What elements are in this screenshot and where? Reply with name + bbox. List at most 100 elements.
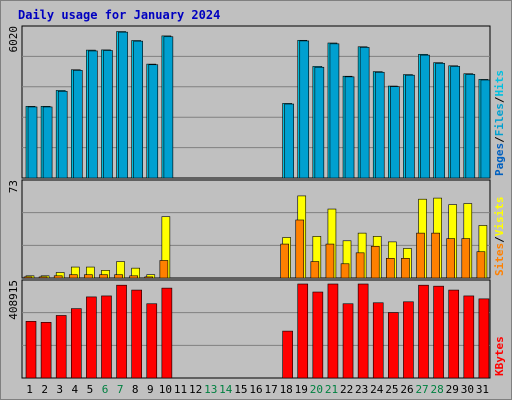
bar-files-day-3 [57, 90, 68, 179]
bar-sites-day-20 [310, 261, 320, 279]
bar-sites-day-8 [129, 275, 138, 279]
bar-sites-day-18 [280, 243, 289, 279]
x-label-day-13: 13 [204, 383, 217, 396]
bar-kbytes-day-24 [372, 302, 384, 379]
x-label-day-31: 31 [476, 383, 489, 396]
x-label-day-14: 14 [219, 383, 233, 396]
bar-sites-day-19 [295, 219, 305, 279]
bar-kbytes-day-21 [327, 283, 339, 379]
bar-kbytes-day-25 [388, 312, 399, 379]
panel-2 [21, 179, 491, 279]
bar-sites-day-24 [370, 245, 380, 279]
bar-files-day-20 [314, 66, 325, 179]
x-label-day-5: 5 [87, 383, 94, 396]
bar-kbytes-day-29 [448, 289, 460, 379]
x-label-day-25: 25 [385, 383, 398, 396]
bar-sites-day-28 [431, 232, 440, 279]
x-label-day-10: 10 [159, 383, 172, 396]
bar-kbytes-day-31 [478, 298, 490, 379]
bar-kbytes-day-10 [161, 287, 173, 379]
bar-kbytes-day-28 [433, 285, 444, 379]
x-label-day-1: 1 [26, 383, 33, 396]
bar-sites-day-4 [68, 274, 78, 279]
bar-sites-day-2 [38, 276, 48, 279]
x-label-day-23: 23 [355, 383, 368, 396]
bar-files-day-27 [420, 54, 430, 179]
legend-3: KBytes [493, 336, 506, 376]
bar-sites-day-23 [355, 252, 365, 279]
x-label-day-22: 22 [340, 383, 353, 396]
x-label-day-29: 29 [446, 383, 459, 396]
bar-sites-day-5 [84, 274, 93, 279]
bar-sites-day-25 [386, 257, 395, 279]
bar-sites-day-10 [159, 260, 169, 279]
bar-files-day-21 [329, 43, 340, 179]
bar-files-day-29 [450, 66, 461, 179]
ymax-label-3: 408915 [7, 280, 20, 320]
legend-item-visits: Visits [493, 197, 506, 237]
x-label-day-7: 7 [117, 383, 124, 396]
x-label-day-27: 27 [415, 383, 428, 396]
x-label-day-6: 6 [102, 383, 109, 396]
legend-separator: / [493, 136, 506, 143]
bar-files-day-22 [344, 76, 355, 179]
x-label-day-19: 19 [295, 383, 308, 396]
bar-files-day-30 [465, 74, 476, 179]
bar-sites-day-29 [446, 238, 456, 279]
x-label-day-12: 12 [189, 383, 202, 396]
bar-files-day-6 [103, 50, 113, 179]
bar-kbytes-day-23 [357, 283, 369, 379]
bar-sites-day-3 [53, 275, 63, 279]
x-label-day-8: 8 [132, 383, 139, 396]
legend-1: Pages/Files/Hits [493, 70, 506, 176]
bar-files-day-23 [359, 47, 370, 179]
bar-kbytes-day-22 [342, 303, 354, 379]
bar-sites-day-31 [476, 251, 486, 279]
bar-files-day-24 [374, 71, 385, 179]
bar-sites-day-1 [23, 276, 33, 279]
bar-sites-day-21 [325, 243, 335, 279]
bar-sites-day-30 [461, 238, 471, 279]
bar-kbytes-day-19 [297, 283, 309, 379]
bar-kbytes-day-7 [116, 284, 127, 379]
bar-kbytes-day-26 [403, 301, 414, 379]
bar-kbytes-day-3 [55, 315, 67, 379]
bar-kbytes-day-2 [40, 322, 52, 379]
bar-kbytes-day-4 [70, 308, 82, 379]
bar-files-day-31 [480, 79, 491, 179]
bar-files-day-25 [390, 86, 400, 179]
bar-sites-day-27 [416, 232, 425, 279]
x-label-day-20: 20 [310, 383, 323, 396]
legend-item-pages: Pages [493, 143, 506, 176]
legend-separator: / [493, 236, 506, 243]
bar-sites-day-22 [340, 263, 350, 279]
bar-kbytes-day-27 [418, 284, 429, 379]
bar-files-day-5 [88, 50, 98, 179]
bar-files-day-7 [118, 31, 128, 179]
ymax-label-1: 6020 [7, 26, 20, 53]
legend-item-kbytes: KBytes [493, 336, 506, 376]
bar-files-day-28 [435, 62, 445, 179]
x-label-day-15: 15 [234, 383, 247, 396]
bar-sites-day-7 [114, 274, 123, 279]
bar-files-day-8 [133, 40, 143, 179]
x-label-day-21: 21 [325, 383, 338, 396]
x-label-day-24: 24 [370, 383, 384, 396]
x-label-day-4: 4 [72, 383, 79, 396]
bar-kbytes-day-1 [25, 321, 37, 379]
bar-files-day-19 [299, 40, 310, 179]
bar-files-day-26 [405, 74, 415, 179]
legend-separator: / [493, 96, 506, 103]
bar-sites-day-9 [144, 276, 154, 279]
bar-kbytes-day-8 [131, 289, 142, 379]
x-label-day-2: 2 [41, 383, 48, 396]
legend-2: Sites/Visits [493, 197, 506, 277]
legend-item-hits: Hits [493, 70, 506, 97]
bar-kbytes-day-5 [86, 296, 97, 379]
x-label-day-26: 26 [400, 383, 413, 396]
bar-files-day-4 [72, 70, 83, 179]
bar-files-day-2 [42, 106, 53, 179]
x-label-day-16: 16 [249, 383, 262, 396]
bar-kbytes-day-6 [101, 295, 112, 379]
